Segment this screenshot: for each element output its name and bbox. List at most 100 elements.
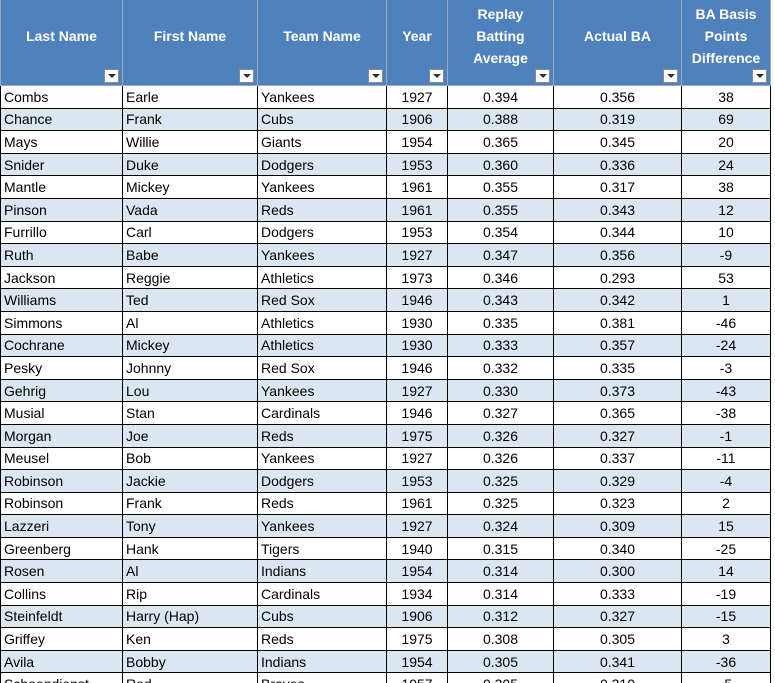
- table-cell: 0.343: [447, 288, 554, 312]
- table-cell: 1973: [386, 265, 448, 290]
- table-cell: Red Sox: [257, 356, 387, 380]
- table-cell: 0.300: [553, 559, 682, 584]
- table-cell: 1953: [386, 220, 448, 245]
- table-cell: Meusel: [0, 446, 123, 471]
- table-cell: 0.335: [447, 310, 554, 335]
- table-cell: 1953: [386, 469, 448, 493]
- table-cell: 1934: [386, 582, 448, 606]
- table-row: Simmons Al Athletics 1930 0.335 0.381 -46: [0, 310, 771, 335]
- table-cell: -19: [681, 582, 771, 606]
- table-cell: 0.314: [447, 559, 554, 584]
- table-cell: -5: [681, 672, 771, 683]
- table-cell: Babe: [122, 243, 258, 267]
- table-cell: 2: [681, 491, 771, 516]
- table-cell: Vada: [122, 197, 258, 222]
- table-cell: 1946: [386, 401, 448, 425]
- table-cell: 1940: [386, 536, 448, 561]
- table-cell: 0.354: [447, 220, 554, 245]
- filter-button[interactable]: [239, 69, 254, 83]
- filter-button[interactable]: [429, 69, 444, 83]
- table-cell: Athletics: [257, 310, 387, 335]
- table-cell: 0.325: [447, 469, 554, 493]
- column-header: Replay Batting Average: [447, 0, 554, 86]
- table-cell: 0.314: [447, 582, 554, 606]
- filter-button[interactable]: [752, 69, 767, 83]
- table-cell: 0.344: [553, 220, 682, 245]
- table-cell: Pesky: [0, 356, 123, 380]
- table-cell: 1975: [386, 423, 448, 448]
- table-cell: 0.312: [447, 604, 554, 629]
- filter-button[interactable]: [368, 69, 383, 83]
- column-header: Last Name: [0, 0, 123, 86]
- table-cell: 1957: [386, 672, 448, 683]
- table-cell: Frank: [122, 491, 258, 516]
- table-cell: 1975: [386, 627, 448, 651]
- table-cell: Carl: [122, 220, 258, 245]
- table-row: Musial Stan Cardinals 1946 0.327 0.365 -38: [0, 401, 771, 425]
- table-cell: 0.305: [553, 627, 682, 651]
- table-cell: Simmons: [0, 310, 123, 335]
- table-row: Griffey Ken Reds 1975 0.308 0.305 3: [0, 627, 771, 651]
- table-row: Rosen Al Indians 1954 0.314 0.300 14: [0, 559, 771, 584]
- table-cell: 0.365: [553, 401, 682, 425]
- table-cell: 12: [681, 197, 771, 222]
- table-row: Lazzeri Tony Yankees 1927 0.324 0.309 15: [0, 514, 771, 538]
- table-cell: -25: [681, 536, 771, 561]
- table-cell: Reds: [257, 423, 387, 448]
- table-row: Combs Earle Yankees 1927 0.394 0.356 38: [0, 85, 771, 109]
- table-cell: Reds: [257, 627, 387, 651]
- table-cell: 0.324: [447, 514, 554, 538]
- table-cell: 10: [681, 220, 771, 245]
- table-cell: Red: [122, 672, 258, 683]
- table-cell: 0.315: [447, 536, 554, 561]
- table-cell: Joe: [122, 423, 258, 448]
- table-cell: Cochrane: [0, 333, 123, 358]
- table-cell: Reds: [257, 491, 387, 516]
- table-cell: 1906: [386, 604, 448, 629]
- table-cell: Johnny: [122, 356, 258, 380]
- filter-button[interactable]: [663, 69, 678, 83]
- table-row: Morgan Joe Reds 1975 0.326 0.327 -1: [0, 423, 771, 448]
- table-cell: Bob: [122, 446, 258, 471]
- table-row: Steinfeldt Harry (Hap) Cubs 1906 0.312 0.327-…: [0, 604, 771, 629]
- table-cell: Bobby: [122, 649, 258, 674]
- table-cell: Al: [122, 559, 258, 584]
- table-cell: Yankees: [257, 175, 387, 199]
- table-cell: 0.345: [553, 130, 682, 154]
- table-cell: 1954: [386, 559, 448, 584]
- header-text: Team Name: [283, 27, 361, 44]
- table-cell: 0.341: [553, 649, 682, 674]
- table-cell: 0.394: [447, 85, 554, 109]
- table-row: Ruth Babe Yankees 1927 0.347 0.356 -9: [0, 243, 771, 267]
- table-cell: Dodgers: [257, 220, 387, 245]
- table-cell: 0.330: [447, 378, 554, 403]
- header-text: Year: [402, 27, 432, 44]
- table-cell: 1930: [386, 333, 448, 358]
- table-cell: Al: [122, 310, 258, 335]
- table-cell: Greenberg: [0, 536, 123, 561]
- table-cell: 1961: [386, 491, 448, 516]
- table-cell: Hank: [122, 536, 258, 561]
- table-row: Williams Ted Red Sox 1946 0.343 0.342 1: [0, 288, 771, 312]
- table-cell: Griffey: [0, 627, 123, 651]
- table-cell: 1954: [386, 649, 448, 674]
- table-row: Avila Bobby Indians 1954 0.305 0.341 -36: [0, 649, 771, 674]
- table-cell: 0.340: [553, 536, 682, 561]
- filter-button[interactable]: [104, 69, 119, 83]
- table-cell: Yankees: [257, 378, 387, 403]
- table-cell: Ken: [122, 627, 258, 651]
- table-row: Greenberg Hank Tigers 1940 0.315 0.340 -25: [0, 536, 771, 561]
- table-cell: Morgan: [0, 423, 123, 448]
- table-cell: Rosen: [0, 559, 123, 584]
- table-cell: Reds: [257, 197, 387, 222]
- table-row: Gehrig Lou Yankees 1927 0.330 0.373 -43: [0, 378, 771, 403]
- table-cell: Pinson: [0, 197, 123, 222]
- filter-button[interactable]: [535, 69, 550, 83]
- table-cell: Tony: [122, 514, 258, 538]
- table-cell: Indians: [257, 649, 387, 674]
- table-cell: Schoendienst: [0, 672, 123, 683]
- header-row: Last Name First Name Team Name Year Replay B…: [0, 0, 771, 86]
- table-cell: Gehrig: [0, 378, 123, 403]
